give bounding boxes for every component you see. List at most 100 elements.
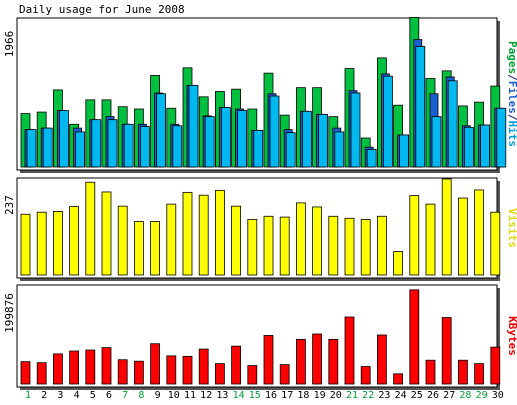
y-max-label: 199876	[3, 293, 16, 333]
bar-visits-day-2	[36, 211, 47, 276]
bar-hits-day-4	[75, 131, 85, 168]
x-tick-label-day-11: 11	[184, 390, 196, 401]
bar-visits-day-17	[279, 216, 290, 276]
x-tick-label-day-6: 6	[106, 390, 112, 401]
x-tick-label-day-14: 14	[233, 390, 245, 401]
bar-kbytes-day-8	[133, 360, 144, 385]
y-max-label: 237	[3, 195, 16, 215]
bar-hits-day-27	[447, 80, 458, 168]
bar-kbytes-day-12	[198, 348, 209, 385]
bar-kbytes-day-21	[344, 316, 355, 385]
bar-visits-day-11	[182, 191, 193, 276]
bar-hits-day-8	[139, 126, 150, 168]
x-tick-label-day-28: 28	[459, 390, 471, 401]
legend-part: Hits	[506, 121, 517, 148]
x-tick-label-day-26: 26	[427, 390, 439, 401]
bar-visits-day-22	[360, 219, 371, 276]
bar-hits-day-13	[220, 107, 231, 168]
series-legend-label: KBytes	[506, 316, 517, 356]
bar-hits-day-26	[431, 116, 442, 168]
bar-visits-day-10	[166, 203, 177, 276]
bar-kbytes-day-26	[425, 359, 436, 385]
bar-hits-day-17	[285, 132, 296, 168]
bar-kbytes-day-5	[85, 349, 96, 385]
bar-hits-day-3	[59, 110, 69, 168]
x-tick-label-day-4: 4	[74, 390, 80, 401]
x-tick-label-day-16: 16	[265, 390, 277, 401]
legend-part: KBytes	[506, 316, 517, 356]
bar-kbytes-day-22	[360, 366, 371, 385]
bar-kbytes-day-23	[376, 334, 387, 385]
series-legend-label: Visits	[506, 208, 517, 248]
bar-hits-day-21	[350, 92, 361, 168]
bar-kbytes-day-28	[457, 359, 468, 385]
legend-part: /	[506, 74, 517, 81]
bar-kbytes-day-9	[150, 343, 161, 385]
x-tick-label-day-19: 19	[314, 390, 326, 401]
x-tick-label-day-15: 15	[249, 390, 261, 401]
bar-hits-day-19	[318, 113, 329, 168]
bar-hits-day-24	[399, 134, 410, 168]
bar-visits-day-18	[295, 202, 306, 276]
x-tick-label-day-8: 8	[138, 390, 144, 401]
bar-kbytes-day-19	[312, 333, 323, 385]
x-tick-label-day-20: 20	[330, 390, 342, 401]
bar-visits-day-24	[393, 251, 404, 276]
bar-hits-day-30	[496, 107, 507, 168]
bar-visits-day-21	[344, 217, 355, 276]
bar-visits-day-27	[441, 178, 452, 276]
chart-title: Daily usage for June 2008	[19, 3, 185, 16]
x-tick-label-day-30: 30	[492, 390, 504, 401]
bar-visits-day-4	[69, 206, 79, 276]
bar-visits-day-23	[376, 215, 387, 276]
bar-kbytes-day-14	[231, 345, 242, 385]
bar-visits-day-9	[150, 221, 161, 276]
bar-kbytes-day-30	[490, 346, 501, 385]
bar-visits-day-16	[263, 215, 274, 276]
bar-kbytes-day-24	[393, 373, 404, 385]
bar-visits-day-12	[198, 194, 209, 276]
bar-kbytes-day-1	[20, 361, 31, 385]
bar-kbytes-day-2	[36, 362, 47, 385]
bar-kbytes-day-10	[166, 355, 177, 385]
bar-hits-day-9	[156, 93, 167, 168]
bar-visits-day-29	[474, 189, 485, 276]
bar-hits-day-18	[301, 110, 312, 168]
bar-visits-day-3	[53, 211, 63, 276]
x-tick-label-day-25: 25	[411, 390, 423, 401]
series-legend-label: Pages/Files/Hits	[506, 41, 517, 147]
bar-visits-day-15	[247, 219, 258, 276]
x-tick-label-day-9: 9	[155, 390, 161, 401]
bar-visits-day-5	[85, 181, 96, 276]
bar-hits-day-12	[204, 116, 215, 168]
bar-hits-day-10	[172, 125, 183, 168]
x-tick-label-day-10: 10	[168, 390, 180, 401]
bar-visits-day-1	[20, 213, 31, 276]
bar-hits-day-25	[415, 46, 426, 168]
bar-kbytes-day-18	[295, 338, 306, 385]
x-tick-label-day-7: 7	[122, 390, 128, 401]
x-tick-label-day-12: 12	[200, 390, 212, 401]
x-tick-label-day-17: 17	[281, 390, 293, 401]
bar-hits-day-20	[334, 131, 345, 168]
bar-hits-day-22	[366, 149, 377, 168]
x-tick-label-day-18: 18	[297, 390, 309, 401]
bar-kbytes-day-17	[279, 364, 290, 385]
legend-part: Pages	[506, 41, 517, 74]
y-max-label: 1966	[3, 31, 16, 58]
bar-kbytes-day-20	[328, 338, 339, 385]
legend-part: /	[506, 114, 517, 121]
x-tick-label-day-22: 22	[362, 390, 374, 401]
bar-hits-day-29	[480, 124, 491, 168]
x-tick-label-day-24: 24	[395, 390, 407, 401]
x-tick-label-day-13: 13	[216, 390, 228, 401]
bar-kbytes-day-4	[69, 350, 79, 385]
bar-visits-day-6	[101, 191, 112, 276]
bar-hits-day-14	[237, 110, 248, 168]
x-tick-label-day-5: 5	[90, 390, 96, 401]
x-tick-label-day-3: 3	[57, 390, 63, 401]
bar-hits-day-11	[188, 84, 199, 168]
bar-hits-day-5	[91, 119, 102, 168]
